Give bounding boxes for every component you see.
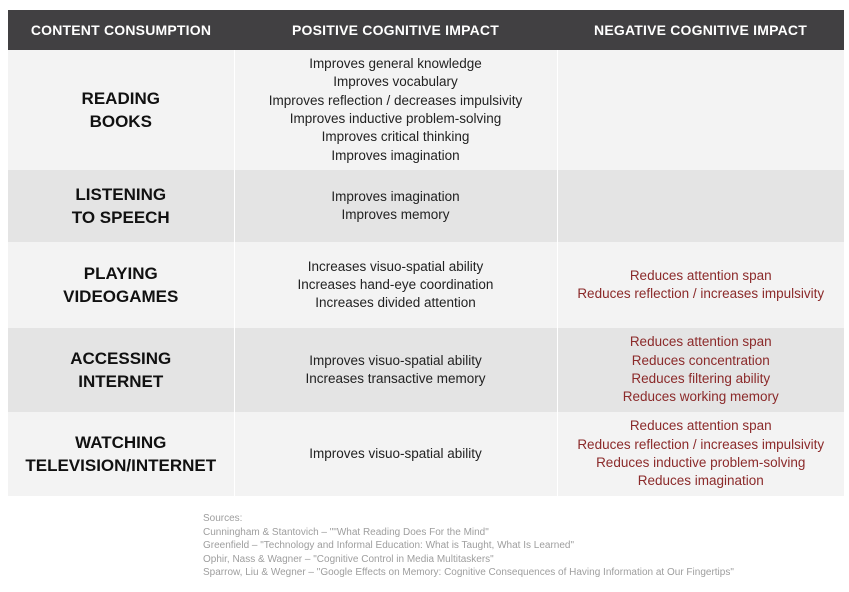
negative-impact-item: Reduces reflection / increases impulsivi… (577, 286, 825, 301)
source-item: Ophir, Nass & Wagner – "Cognitive Contro… (203, 553, 494, 565)
positive-impact-cell: Increases visuo-spatial ability Increases… (234, 242, 558, 328)
positive-impact-item: Increases transactive memory (305, 371, 486, 386)
negative-impact-item: Reduces working memory (622, 389, 779, 405)
negative-impact-item: Reduces imagination (637, 473, 764, 489)
negative-impact-list: Reduces attention span Reduces reflection… (558, 267, 845, 304)
row-label-line: LISTENING (75, 185, 167, 204)
row-label-line: VIDEOGAMES (63, 287, 179, 306)
positive-impact-item: Improves memory (341, 207, 450, 222)
positive-impact-item: Improves visuo-spatial ability (309, 445, 482, 461)
negative-impact-list: Reduces attention span Reduces reflection… (558, 417, 845, 490)
row-label-cell: WATCHING TELEVISION/INTERNET (8, 412, 235, 496)
row-label: WATCHING TELEVISION/INTERNET (8, 431, 234, 477)
row-label: PLAYING VIDEOGAMES (8, 262, 234, 308)
row-label-line: PLAYING (83, 264, 158, 283)
row-label: ACCESSING INTERNET (8, 347, 234, 393)
row-label-line: TO SPEECH (71, 208, 170, 227)
sources-block: Sources: Cunningham & Stantovich – ""Wha… (203, 512, 734, 580)
positive-impact-item: Improves visuo-spatial ability (309, 352, 482, 368)
header-positive-impact: POSITIVE COGNITIVE IMPACT (234, 10, 557, 50)
source-item: Sparrow, Liu & Wegner – "Google Effects … (203, 567, 734, 578)
negative-impact-item: Reduces attention span (629, 334, 772, 350)
row-label: READING BOOKS (8, 87, 234, 133)
row-label-line: ACCESSING (70, 349, 172, 368)
source-item: Greenfield – "Technology and Informal Ed… (203, 540, 575, 551)
header-negative-impact: NEGATIVE COGNITIVE IMPACT (557, 10, 844, 50)
negative-impact-list: Reduces attention span Reduces concentrat… (558, 333, 845, 406)
header-content-consumption: CONTENT CONSUMPTION (8, 10, 234, 50)
table-row: ACCESSING INTERNET Improves visuo-spatial … (8, 328, 844, 412)
row-label-cell: LISTENING TO SPEECH (8, 170, 235, 242)
negative-impact-cell: Reduces attention span Reduces reflection… (557, 242, 844, 328)
negative-impact-cell (557, 50, 844, 170)
negative-impact-cell: Reduces attention span Reduces reflection… (557, 412, 844, 496)
row-label: LISTENING TO SPEECH (8, 183, 234, 229)
positive-impact-item: Improves critical thinking (321, 129, 470, 145)
negative-impact-cell (557, 170, 844, 242)
positive-impact-list: Improves visuo-spatial ability Increases … (235, 352, 557, 389)
row-label-cell: READING BOOKS (8, 50, 235, 170)
table-row: PLAYING VIDEOGAMES Increases visuo-spatial… (8, 242, 844, 328)
positive-impact-item: Increases hand-eye coordination (297, 276, 494, 292)
positive-impact-item: Increases divided attention (315, 295, 476, 311)
row-label-cell: ACCESSING INTERNET (8, 328, 235, 412)
negative-impact-item: Reduces reflection / increases impulsivi… (577, 436, 825, 452)
positive-impact-cell: Improves visuo-spatial ability (234, 412, 558, 496)
source-item: Cunningham & Stantovich – ""What Reading… (203, 526, 489, 538)
sources-title: Sources: (203, 513, 243, 524)
positive-impact-item: Improves imagination (331, 147, 460, 163)
row-label-line: BOOKS (89, 112, 152, 131)
positive-impact-item: Improves vocabulary (333, 74, 458, 90)
row-label-line: TELEVISION/INTERNET (25, 456, 217, 475)
positive-impact-list: Improves general knowledge Improves vocab… (235, 55, 557, 165)
positive-impact-item: Improves inductive problem-solving (289, 111, 502, 126)
negative-impact-item: Reduces attention span (629, 267, 772, 283)
header-row: CONTENT CONSUMPTION POSITIVE COGNITIVE I… (8, 10, 844, 50)
table-row: READING BOOKS Improves general knowledge Im… (8, 50, 844, 170)
row-label-line: INTERNET (78, 372, 164, 391)
table-body: READING BOOKS Improves general knowledge Im… (8, 50, 844, 496)
positive-impact-item: Improves reflection / decreases impulsiv… (268, 92, 523, 108)
positive-impact-item: Increases visuo-spatial ability (307, 258, 484, 274)
negative-impact-item: Reduces concentration (631, 352, 770, 368)
negative-impact-item: Reduces attention span (629, 418, 772, 434)
positive-impact-item: Improves imagination (331, 188, 460, 204)
negative-impact-item: Reduces filtering ability (631, 371, 771, 386)
positive-impact-item: Improves general knowledge (309, 56, 482, 72)
positive-impact-cell: Improves visuo-spatial ability Increases … (234, 328, 558, 412)
negative-impact-item: Reduces inductive problem-solving (596, 455, 806, 470)
row-label-line: WATCHING (75, 433, 167, 452)
positive-impact-list: Improves visuo-spatial ability (235, 445, 557, 463)
table-row: WATCHING TELEVISION/INTERNET Improves visu… (8, 412, 844, 496)
negative-impact-cell: Reduces attention span Reduces concentrat… (557, 328, 844, 412)
cognitive-impact-table: CONTENT CONSUMPTION POSITIVE COGNITIVE I… (8, 10, 844, 496)
table-row: LISTENING TO SPEECH Improves imagination Im… (8, 170, 844, 242)
positive-impact-cell: Improves imagination Improves memory (234, 170, 558, 242)
positive-impact-list: Increases visuo-spatial ability Increases… (235, 258, 557, 313)
row-label-line: READING (81, 89, 160, 108)
positive-impact-cell: Improves general knowledge Improves vocab… (234, 50, 558, 170)
row-label-cell: PLAYING VIDEOGAMES (8, 242, 235, 328)
positive-impact-list: Improves imagination Improves memory (235, 188, 557, 225)
